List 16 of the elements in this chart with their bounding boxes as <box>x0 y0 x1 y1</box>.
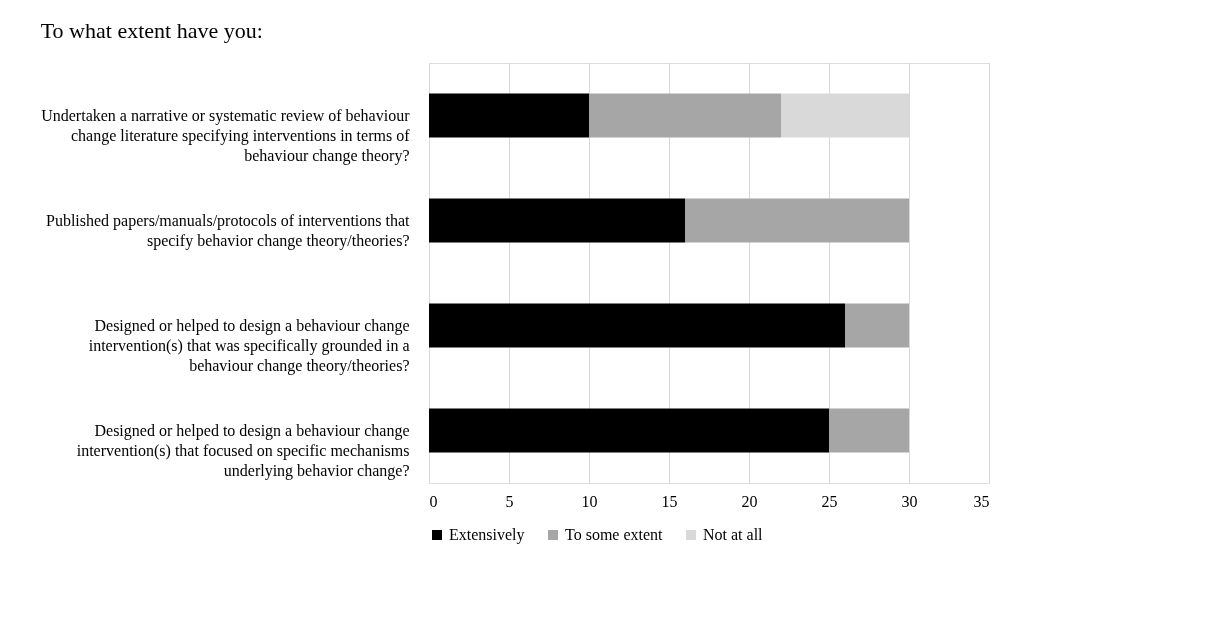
y-tick-label: Undertaken a narrative or systematic review of behaviour change literature specifying interventions in terms of behaviour change theory? <box>41 106 411 165</box>
x-tick-label: 10 <box>581 492 598 510</box>
x-tick-label: 5 <box>505 492 514 510</box>
legend-label: To some extent <box>565 526 664 543</box>
y-tick-label: Designed or helped to design a behaviour change intervention(s) that focused on specific mechanisms underlying behavior change? <box>76 421 410 480</box>
x-tick-label: 25 <box>821 492 838 510</box>
y-tick-label: Designed or helped to design a behaviour change intervention(s) that was specifically grounded in a behaviour change theory/theories? <box>88 316 410 375</box>
x-tick-label: 20 <box>741 492 758 510</box>
x-tick-label: 35 <box>973 492 990 510</box>
text: To what extent have you: <box>40 18 263 43</box>
y-tick-label: Published papers/manuals/protocols of interventions that specify behavior change theory/theories? <box>46 211 411 250</box>
x-tick-label: 0 <box>429 492 438 510</box>
x-tick-label: 30 <box>901 492 918 510</box>
legend-label: Not at all <box>703 526 764 543</box>
legend-label: Extensively <box>449 526 525 544</box>
x-tick-label: 15 <box>661 492 678 510</box>
